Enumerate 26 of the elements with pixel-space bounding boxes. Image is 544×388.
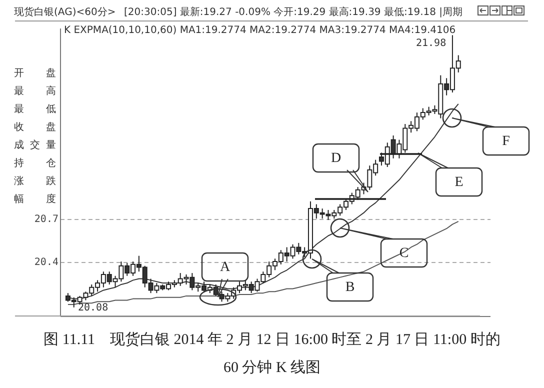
y-tick-label: 20.4 <box>34 257 58 268</box>
annotation: 21.98 <box>416 38 446 49</box>
annotation: A <box>220 260 231 275</box>
text: 最高 <box>14 84 56 98</box>
callout-box: A <box>201 252 249 282</box>
caption: 图 11.11 现货白银 2014 年 2 月 12 日 16:00 时至 2 月 17 日 11:00 时的 <box>42 330 502 349</box>
callout-box: B <box>326 272 374 302</box>
callout-box: D <box>312 143 360 173</box>
annotation: 20.08 <box>78 302 108 314</box>
annotation: E <box>454 175 464 190</box>
text: 涨跌 <box>14 174 56 188</box>
text: [20:30:05] 最新:19.27 -0.09% 今开:19.29 最高:19.39 最低:19.18 |周期 <box>124 6 463 19</box>
text: 60 分钟 K 线图 <box>222 358 322 377</box>
annotation: K EXPMA(10,10,10,60) MA1:19.2774 MA2:19.2774 MA3:19.2774 MA4:19.4106 <box>64 25 456 36</box>
text: 最低 <box>14 103 56 116</box>
text: 持仓 <box>14 156 56 170</box>
chart-title: 现货白银(AG)<60分> <box>14 6 116 19</box>
annotation: D <box>330 151 342 166</box>
text: 幅度 <box>14 192 56 206</box>
callout-box: E <box>435 167 483 197</box>
y-tick-label: 20.7 <box>34 214 58 226</box>
text: 收盘 <box>14 121 56 134</box>
text: 开盘 <box>14 67 56 80</box>
text: 成交量 <box>14 138 56 152</box>
annotation: B <box>345 280 355 295</box>
callout-box: F <box>482 126 530 156</box>
